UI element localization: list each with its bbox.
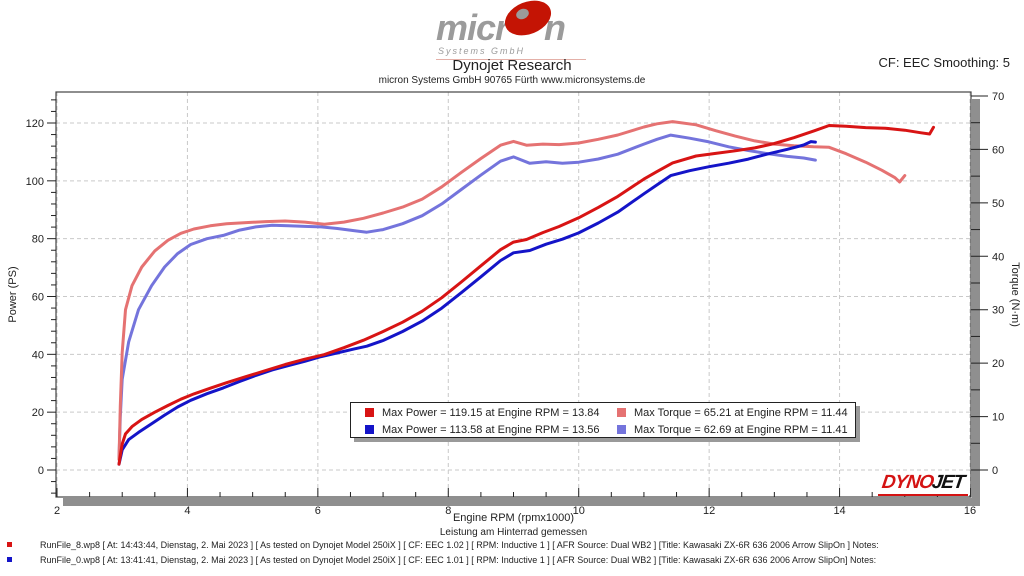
y-left-tick-label: 20 <box>32 407 44 419</box>
run-info-line-1: RunFile_8.wp8 [ At: 14:43:44, Dienstag, … <box>0 540 1024 552</box>
cf-smoothing-note: CF: EEC Smoothing: 5 <box>878 55 1011 70</box>
legend-label: Max Power = 113.58 at Engine RPM = 13.56 <box>382 423 600 436</box>
run2-info-text: RunFile_0.wp8 [ At: 13:41:41, Dienstag, … <box>40 555 877 565</box>
legend-label: Max Torque = 65.21 at Engine RPM = 11.44 <box>634 406 848 419</box>
micron-logo: micr n Systems GmbH <box>0 0 1024 60</box>
run1-info-text: RunFile_8.wp8 [ At: 14:43:44, Dienstag, … <box>40 540 879 550</box>
y-left-tick-label: 80 <box>32 234 44 246</box>
y-right-tick-label: 0 <box>992 465 998 477</box>
x-tick-label: 4 <box>184 505 190 517</box>
micron-logo-text: micr n <box>436 0 566 48</box>
page-subtitle: micron Systems GmbH 90765 Fürth www.micr… <box>378 75 646 86</box>
x-axis-title: Engine RPM (rpmx1000) <box>453 512 574 524</box>
legend-item-max-torque-run0: Max Torque = 62.69 at Engine RPM = 11.41 <box>603 424 855 436</box>
power_run8-curve <box>117 124 935 466</box>
chart-caption: Leistung am Hinterrad gemessen <box>439 527 588 538</box>
y-right-tick-label: 50 <box>992 198 1004 210</box>
y-right-tick-label: 60 <box>992 144 1004 156</box>
y-right-tick-label: 30 <box>992 305 1004 317</box>
legend-label: Max Power = 119.15 at Engine RPM = 13.84 <box>382 406 600 419</box>
legend-item-max-power-run8: Max Power = 119.15 at Engine RPM = 13.84 <box>351 407 603 419</box>
legend-item-max-power-run0: Max Power = 113.58 at Engine RPM = 13.56 <box>351 424 603 436</box>
x-tick-label: 6 <box>315 505 321 517</box>
y-right-tick-label: 20 <box>992 358 1004 370</box>
x-tick-label: 10 <box>573 505 585 517</box>
torque_run0-curve <box>117 133 817 461</box>
plot-shadow-bottom <box>63 498 980 506</box>
run1-color-marker <box>7 542 12 547</box>
plot-shadow-right <box>972 99 980 505</box>
logo-subtext: Systems GmbH <box>438 46 526 56</box>
legend-marker-lightred-square <box>617 408 626 417</box>
x-tick-label: 8 <box>445 505 451 517</box>
x-tick-label: 16 <box>964 505 976 517</box>
dynojet-logo-jet: JET <box>930 472 966 493</box>
logo-underline <box>436 59 586 60</box>
y-right-axis-title: Torque (N·m) <box>1009 262 1021 327</box>
dynojet-logo-underline <box>878 494 968 496</box>
logo-text-pre: micr <box>436 7 509 48</box>
y-left-tick-label: 100 <box>26 176 44 188</box>
run-info-line-2: RunFile_0.wp8 [ At: 13:41:41, Dienstag, … <box>0 555 1024 567</box>
torque_run8-curve <box>117 120 907 461</box>
chart-legend: Max Power = 119.15 at Engine RPM = 13.84… <box>350 402 856 438</box>
x-tick-label: 12 <box>703 505 715 517</box>
y-left-axis-title: Power (PS) <box>7 266 19 322</box>
run2-color-marker <box>7 557 12 562</box>
y-right-tick-label: 40 <box>992 251 1004 263</box>
x-tick-label: 14 <box>833 505 845 517</box>
micron-logo-inner: micr n Systems GmbH <box>436 0 596 60</box>
legend-marker-lightblue-square <box>617 425 626 434</box>
x-tick-label: 2 <box>54 505 60 517</box>
dynojet-logo-text: DYNOJET <box>880 472 966 493</box>
legend-marker-blue-square <box>365 425 374 434</box>
y-right-tick-label: 10 <box>992 412 1004 424</box>
y-right-tick-label: 70 <box>992 91 1004 103</box>
power_run0-curve <box>117 140 817 466</box>
y-left-tick-label: 40 <box>32 349 44 361</box>
dynojet-logo-dyno: DYNO <box>880 472 935 493</box>
legend-label: Max Torque = 62.69 at Engine RPM = 11.41 <box>634 423 848 436</box>
page-title: Dynojet Research <box>452 57 572 74</box>
y-left-tick-label: 60 <box>32 291 44 303</box>
legend-marker-red-square <box>365 408 374 417</box>
y-left-tick-label: 120 <box>26 118 44 130</box>
y-left-tick-label: 0 <box>38 465 44 477</box>
legend-item-max-torque-run8: Max Torque = 65.21 at Engine RPM = 11.44 <box>603 407 855 419</box>
dynojet-logo: DYNOJET <box>876 471 970 495</box>
